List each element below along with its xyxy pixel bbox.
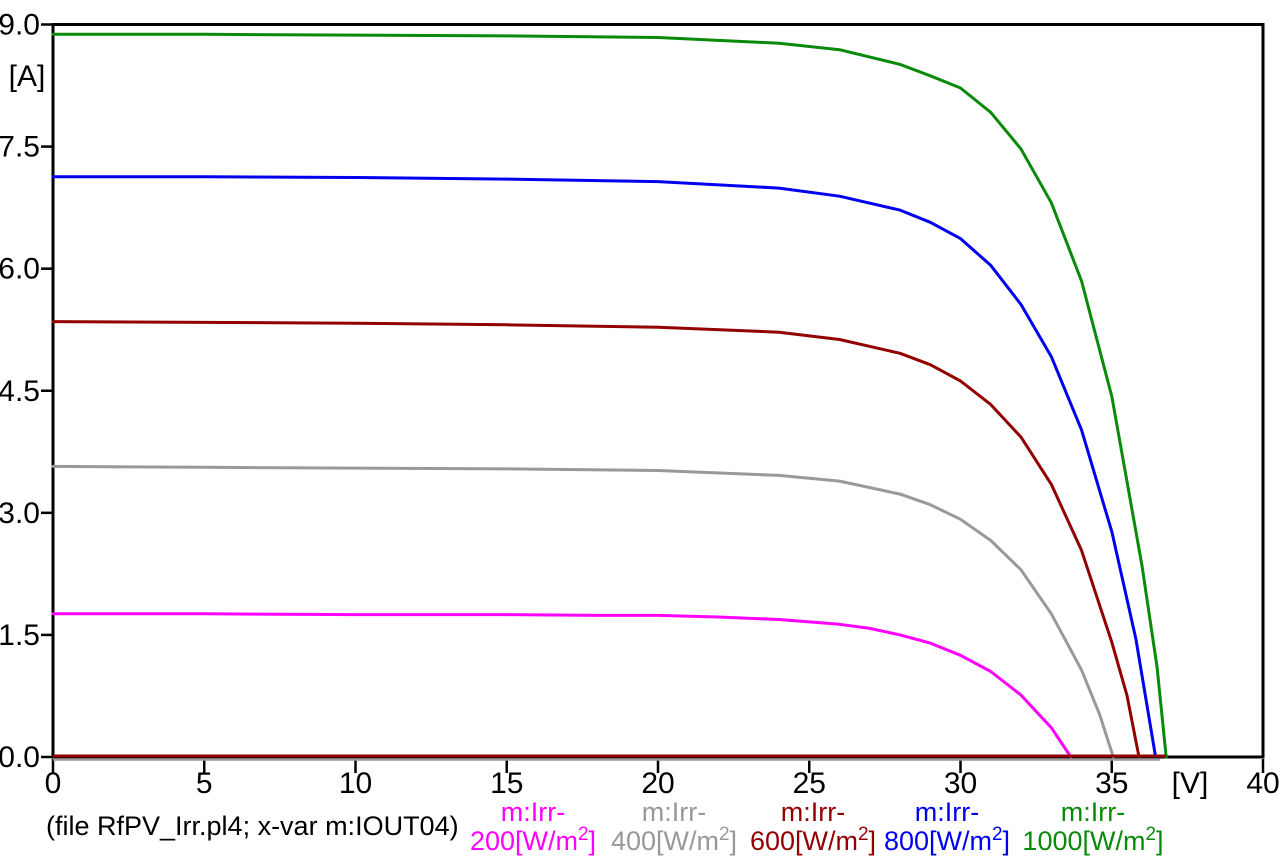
series-curve-600 xyxy=(51,320,1141,759)
superscript-2: 2 xyxy=(991,824,1003,845)
legend-entry-400: m:Irr- 400[W/m2] xyxy=(610,797,738,856)
legend-label-line1: m:Irr- xyxy=(914,797,980,827)
legend-label-line2: 400[W/m2] xyxy=(610,824,738,856)
x-tick-label: 0 xyxy=(45,767,62,800)
legend-entry-200: m:Irr- 200[W/m2] xyxy=(469,797,597,856)
series-curve-800 xyxy=(51,175,1158,759)
x-axis-unit-label: [V] xyxy=(1172,767,1209,800)
x-tick-label: 15 xyxy=(490,767,523,800)
x-tick-label: 10 xyxy=(339,767,372,800)
legend-entry-800: m:Irr- 800[W/m2] xyxy=(883,797,1011,856)
series-curve-1000 xyxy=(51,32,1168,759)
legend-label-line1: m:Irr- xyxy=(500,797,566,827)
y-tick-label: 9.0 xyxy=(0,9,40,42)
plot-caption: (file RfPV_Irr.pl4; x-var m:IOUT04) xyxy=(46,811,459,841)
legend-label-line1: m:Irr- xyxy=(641,797,707,827)
legend-label-line2: 600[W/m2] xyxy=(749,824,877,856)
legend-label-line1: m:Irr- xyxy=(780,797,846,827)
legend-label-line1: m:Irr- xyxy=(1060,797,1126,827)
x-tick-label: 40 xyxy=(1246,767,1279,800)
x-tick-label: 5 xyxy=(196,767,213,800)
y-tick-label: 3.0 xyxy=(0,497,40,530)
y-tick-label: 0.0 xyxy=(0,741,40,774)
superscript-2: 2 xyxy=(857,824,869,845)
superscript-2: 2 xyxy=(577,824,589,845)
legend-entry-600: m:Irr- 600[W/m2] xyxy=(749,797,877,856)
superscript-2: 2 xyxy=(1145,824,1157,845)
legend-label-line2: 1000[W/m2] xyxy=(1022,824,1164,856)
legend-label-line2: 200[W/m2] xyxy=(469,824,597,856)
series-curve-400 xyxy=(51,464,1115,759)
y-axis-unit-label: [A] xyxy=(9,60,46,93)
legend-entry-1000: m:Irr- 1000[W/m2] xyxy=(1022,797,1164,856)
superscript-2: 2 xyxy=(718,824,730,845)
x-tick-label: 20 xyxy=(641,767,674,800)
x-tick-label: 35 xyxy=(1095,767,1128,800)
x-tick-label: 30 xyxy=(944,767,977,800)
plot-frame xyxy=(51,23,1265,759)
legend-label-line2: 800[W/m2] xyxy=(883,824,1011,856)
y-tick-label: 1.5 xyxy=(0,619,40,652)
y-tick-label: 7.5 xyxy=(0,131,40,164)
series-curve-200 xyxy=(51,612,1073,759)
y-tick-label: 6.0 xyxy=(0,253,40,286)
x-tick-label: 25 xyxy=(793,767,826,800)
y-tick-label: 4.5 xyxy=(0,375,40,408)
